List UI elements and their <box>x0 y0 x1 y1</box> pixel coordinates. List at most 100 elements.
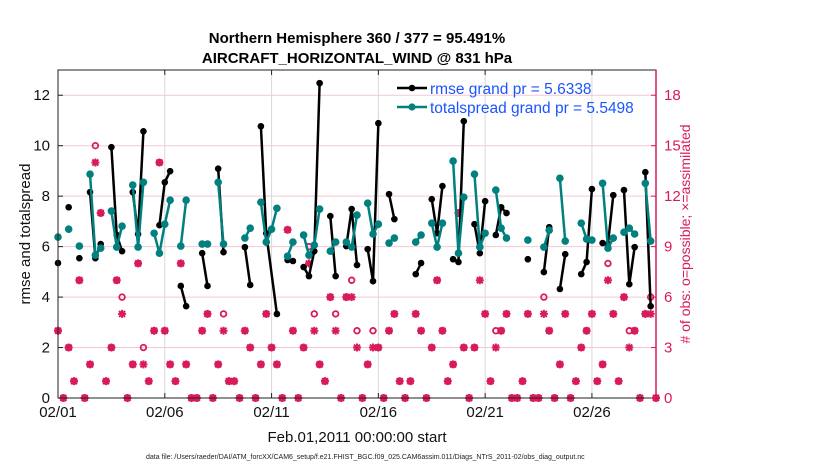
totalspread-point <box>641 179 650 188</box>
totalspread-point <box>502 234 511 242</box>
totalspread-line-segment <box>302 208 321 259</box>
obs-possible-marker <box>289 327 297 335</box>
obs-possible-marker <box>75 276 84 284</box>
obs-assimilated-marker <box>475 276 484 285</box>
totalspread-point <box>203 240 212 248</box>
obs-possible-marker <box>129 360 137 369</box>
totalspread-point <box>64 225 73 234</box>
obs-assimilated-marker <box>481 309 490 318</box>
obs-possible-marker <box>182 360 190 369</box>
obs-possible-marker <box>470 343 479 352</box>
totalspread-point <box>449 157 457 165</box>
rmse-point <box>246 281 254 289</box>
totalspread-point <box>433 243 441 251</box>
obs-assimilated-marker <box>326 293 335 302</box>
rmse-point <box>385 190 393 198</box>
totalspread-point <box>411 238 420 246</box>
obs-possible-marker <box>390 310 399 318</box>
obs-assimilated-marker <box>502 309 511 318</box>
rmse-point <box>177 282 185 290</box>
rmse-point <box>599 239 606 247</box>
obs-assimilated-marker <box>433 276 442 285</box>
legend-totalspread-label: totalspread grand pr = 5.5498 <box>430 100 634 117</box>
obs-possible-marker <box>246 343 254 352</box>
rmse-point <box>305 272 313 280</box>
obs-possible-marker <box>417 327 425 335</box>
obs-assimilated-marker <box>219 326 228 335</box>
totalspread-point <box>540 243 548 251</box>
obs-possible-marker <box>219 310 228 318</box>
y-right-tick-label: 9 <box>664 239 672 256</box>
obs-possible-marker <box>641 310 650 318</box>
x-tick-label: 02/26 <box>573 404 611 421</box>
y-tick-label: 10 <box>33 138 50 155</box>
totalspread-point <box>139 178 148 187</box>
totalspread-point <box>331 238 340 246</box>
obs-possible-marker <box>609 310 617 318</box>
totalspread-point <box>524 236 532 244</box>
totalspread-point <box>385 239 393 247</box>
obs-possible-marker <box>214 360 222 369</box>
obs-assimilated-marker <box>70 377 79 386</box>
y-tick-label: 4 <box>42 289 50 306</box>
obs-assimilated-marker <box>139 360 148 369</box>
y-right-tick-label: 0 <box>664 390 672 407</box>
obs-assimilated-marker <box>347 293 356 302</box>
obs-possible-marker <box>150 327 158 335</box>
rmse-point <box>642 168 649 176</box>
obs-assimilated-marker <box>118 309 127 318</box>
x-tick-label: 02/16 <box>360 404 398 421</box>
obs-assimilated-marker <box>625 343 634 352</box>
obs-possible-marker <box>326 293 335 301</box>
obs-assimilated-marker <box>230 377 239 386</box>
rmse-point <box>412 270 420 278</box>
totalspread-point <box>369 230 377 238</box>
obs-possible-marker <box>593 377 601 385</box>
totalspread-point <box>267 225 276 234</box>
totalspread-point <box>257 198 265 207</box>
legend: rmse grand pr = 5.6338 totalspread grand… <box>397 81 634 117</box>
rmse-point <box>439 182 446 190</box>
obs-assimilated-marker <box>417 326 426 335</box>
obs-assimilated-marker <box>646 309 655 318</box>
rmse-point <box>182 302 190 310</box>
rmse-point <box>204 282 211 290</box>
rmse-point <box>300 263 307 271</box>
rmse-line-segment <box>179 285 188 307</box>
obs-assimilated-marker <box>587 309 596 318</box>
chart-title-line-1: Northern Hemisphere 360 / 377 = 95.491% <box>209 30 505 47</box>
obs-assimilated-marker <box>523 309 532 318</box>
totalspread-point <box>438 219 447 227</box>
obs-assimilated-marker <box>454 208 463 217</box>
obs-assimilated-marker <box>470 343 479 352</box>
obs-assimilated-marker <box>577 343 586 352</box>
obs-possible-marker <box>155 158 164 167</box>
totalspread-point <box>118 222 126 230</box>
rmse-point <box>503 209 510 217</box>
obs-assimilated-marker <box>75 276 84 285</box>
totalspread-point <box>556 174 564 183</box>
rmse-point <box>471 220 478 228</box>
totalspread-point <box>219 240 228 248</box>
obs-assimilated-marker <box>614 377 623 386</box>
obs-assimilated-marker <box>555 360 564 369</box>
obs-possible-marker <box>347 276 356 284</box>
obs-assimilated-marker <box>315 360 324 369</box>
obs-possible-marker <box>70 377 78 385</box>
obs-possible-marker <box>230 377 238 385</box>
obs-assimilated-marker <box>299 343 308 352</box>
totalspread-point <box>492 186 500 194</box>
obs-possible-marker <box>64 343 73 352</box>
totalspread-point <box>470 170 479 179</box>
obs-possible-marker <box>577 343 585 352</box>
obs-assimilated-marker <box>518 377 527 386</box>
obs-possible-marker <box>588 310 596 318</box>
y-right-tick-label: 6 <box>664 289 672 306</box>
obs-possible-marker <box>572 377 580 385</box>
y-right-tick-label: 12 <box>664 188 681 205</box>
legend-totalspread-marker <box>408 103 416 111</box>
totalspread-point <box>214 178 222 187</box>
totalspread-point <box>342 238 351 246</box>
obs-assimilated-marker <box>102 377 111 386</box>
obs-assimilated-marker <box>272 360 281 369</box>
